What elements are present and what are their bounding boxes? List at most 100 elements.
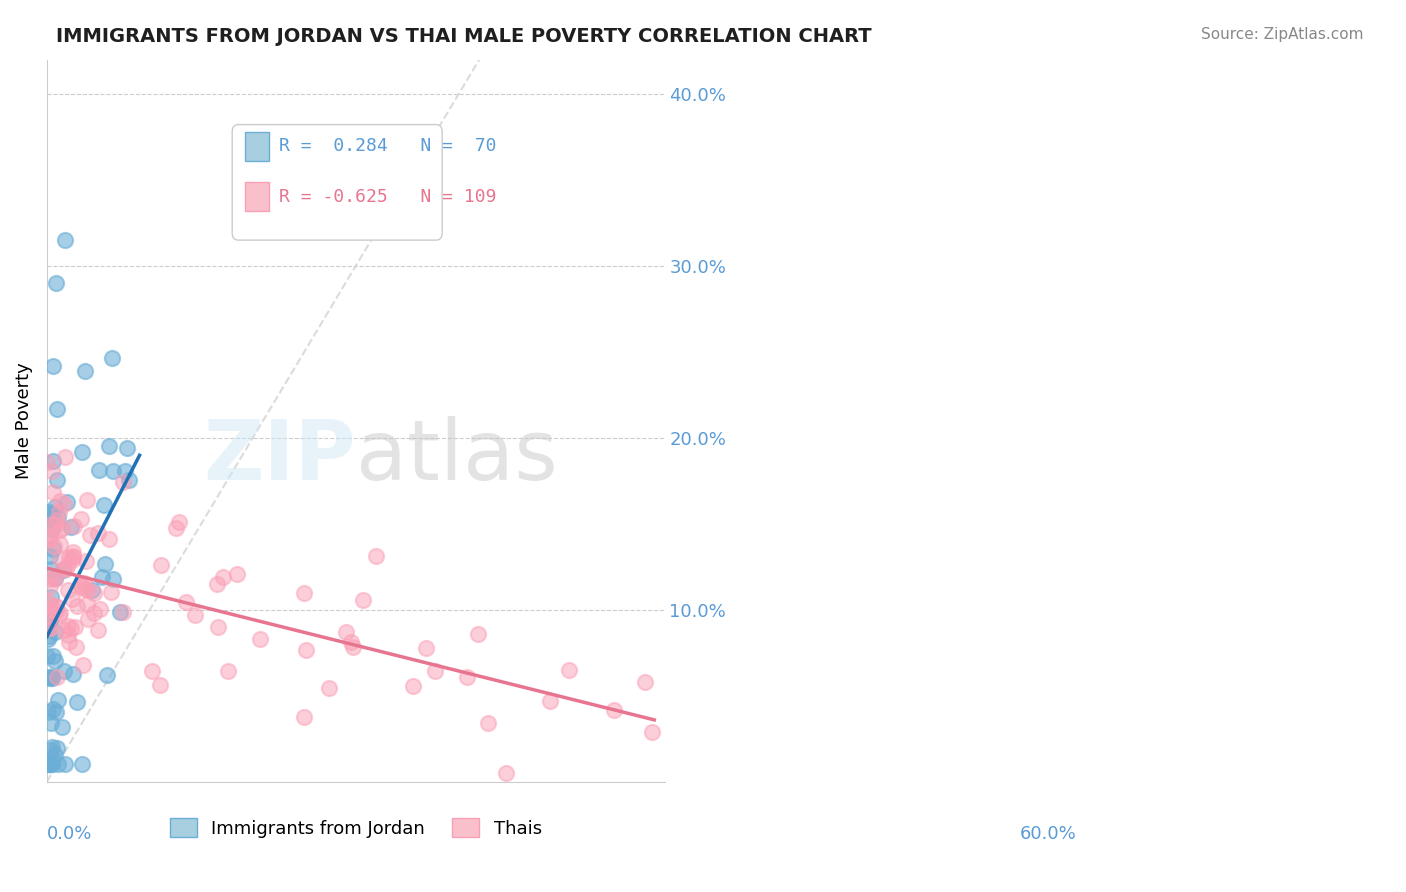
Point <box>41 522 63 536</box>
Point <box>42 571 65 585</box>
Point <box>46 757 69 772</box>
Point <box>53 757 76 772</box>
Point <box>70 444 93 458</box>
Point <box>37 454 59 468</box>
Point <box>45 473 67 487</box>
Point <box>75 582 97 596</box>
Point <box>38 505 60 519</box>
Point <box>60 592 83 607</box>
Point <box>42 648 65 663</box>
Point <box>101 351 124 365</box>
Point <box>249 632 271 647</box>
Point <box>335 624 357 639</box>
Point <box>37 670 59 684</box>
Point <box>212 570 235 584</box>
Point <box>62 545 84 559</box>
Point <box>53 664 76 678</box>
Point <box>41 590 63 604</box>
Point <box>39 757 62 772</box>
Point <box>58 628 80 642</box>
Point <box>89 463 111 477</box>
Point <box>56 495 79 509</box>
Point <box>42 542 65 557</box>
Point <box>41 740 63 755</box>
Point <box>44 539 66 553</box>
Point <box>226 567 249 582</box>
Point <box>46 510 69 524</box>
Point <box>77 611 100 625</box>
Point <box>79 527 101 541</box>
Point <box>103 572 125 586</box>
Point <box>58 619 80 633</box>
Point <box>51 520 73 534</box>
Point <box>339 635 361 649</box>
Point <box>467 627 489 641</box>
Point <box>149 558 172 573</box>
Point <box>76 583 98 598</box>
Point <box>58 635 80 649</box>
Point <box>37 593 59 607</box>
Point <box>292 710 315 724</box>
Point <box>41 562 63 576</box>
Text: IMMIGRANTS FROM JORDAN VS THAI MALE POVERTY CORRELATION CHART: IMMIGRANTS FROM JORDAN VS THAI MALE POVE… <box>56 27 872 45</box>
Point <box>52 497 75 511</box>
Point <box>83 607 105 621</box>
Point <box>111 475 134 489</box>
Point <box>48 537 70 551</box>
Point <box>39 531 62 545</box>
Point <box>352 592 374 607</box>
Bar <box>245 182 270 211</box>
Point <box>44 654 66 668</box>
Point <box>415 641 437 656</box>
Point <box>118 473 141 487</box>
Point <box>51 720 73 734</box>
Point <box>37 609 59 624</box>
Point <box>55 233 77 247</box>
Point <box>53 450 76 464</box>
Point <box>87 526 110 541</box>
Point <box>115 442 138 456</box>
Point <box>402 679 425 693</box>
Point <box>75 364 97 378</box>
Point <box>295 643 318 657</box>
Point <box>52 623 75 637</box>
Point <box>603 703 626 717</box>
Point <box>70 580 93 594</box>
Point <box>44 572 66 586</box>
Point <box>39 671 62 685</box>
Point <box>39 579 62 593</box>
Point <box>184 608 207 623</box>
Point <box>495 766 517 780</box>
Point <box>48 505 70 519</box>
Point <box>97 439 120 453</box>
Point <box>62 549 84 563</box>
Point <box>39 614 62 628</box>
Point <box>44 517 66 532</box>
Point <box>41 671 63 685</box>
Point <box>45 670 67 684</box>
Point <box>49 523 72 537</box>
Legend: Immigrants from Jordan, Thais: Immigrants from Jordan, Thais <box>163 811 548 845</box>
Point <box>44 747 66 762</box>
Point <box>58 583 80 598</box>
Point <box>45 706 67 720</box>
Point <box>318 681 340 696</box>
Point <box>94 557 117 571</box>
Text: Source: ZipAtlas.com: Source: ZipAtlas.com <box>1201 27 1364 42</box>
Point <box>38 573 60 587</box>
Point <box>41 508 63 522</box>
Point <box>55 562 77 576</box>
Bar <box>245 132 270 161</box>
Point <box>56 558 79 572</box>
Point <box>42 454 65 468</box>
Text: 0.0%: 0.0% <box>46 825 93 843</box>
Point <box>39 621 62 635</box>
Point <box>45 599 67 613</box>
Point <box>45 599 67 614</box>
Point <box>72 658 94 673</box>
Text: ZIP: ZIP <box>204 417 356 497</box>
Point <box>52 562 75 576</box>
Point <box>112 606 135 620</box>
Point <box>41 516 63 531</box>
Point <box>39 613 62 627</box>
